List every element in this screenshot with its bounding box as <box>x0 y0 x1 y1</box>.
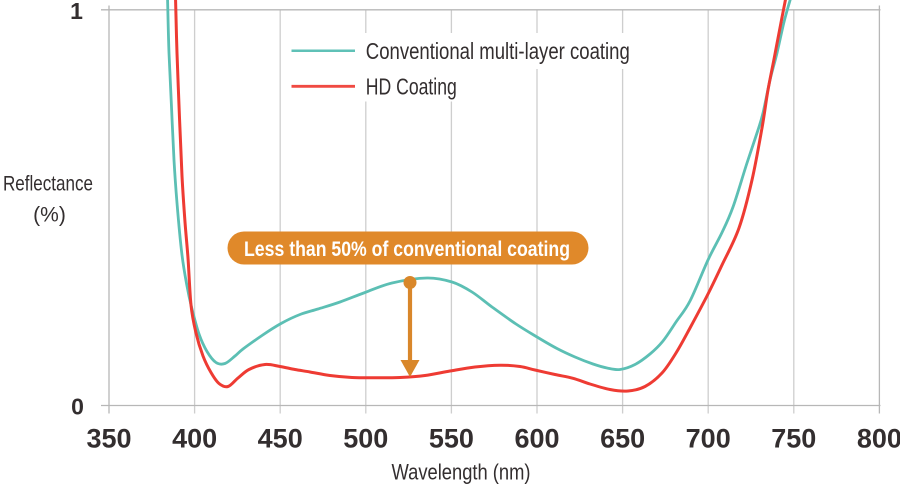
svg-text:350: 350 <box>86 424 131 454</box>
svg-text:650: 650 <box>600 424 645 454</box>
svg-text:Conventional multi-layer coati: Conventional multi-layer coating <box>366 38 630 64</box>
svg-text:Reflectance: Reflectance <box>3 173 93 196</box>
svg-text:HD Coating: HD Coating <box>366 74 457 100</box>
svg-text:400: 400 <box>172 424 217 454</box>
svg-text:0: 0 <box>71 394 84 420</box>
svg-text:500: 500 <box>343 424 388 454</box>
svg-text:750: 750 <box>771 424 816 454</box>
svg-text:550: 550 <box>429 424 474 454</box>
svg-text:Wavelength (nm): Wavelength (nm) <box>392 460 531 485</box>
svg-text:450: 450 <box>258 424 303 454</box>
svg-text:700: 700 <box>686 424 731 454</box>
svg-text:(%): (%) <box>33 204 66 227</box>
svg-text:Less than 50% of conventional: Less than 50% of conventional coating <box>244 238 570 261</box>
svg-text:600: 600 <box>514 424 559 454</box>
svg-text:800: 800 <box>857 424 900 454</box>
svg-text:1: 1 <box>70 0 83 24</box>
